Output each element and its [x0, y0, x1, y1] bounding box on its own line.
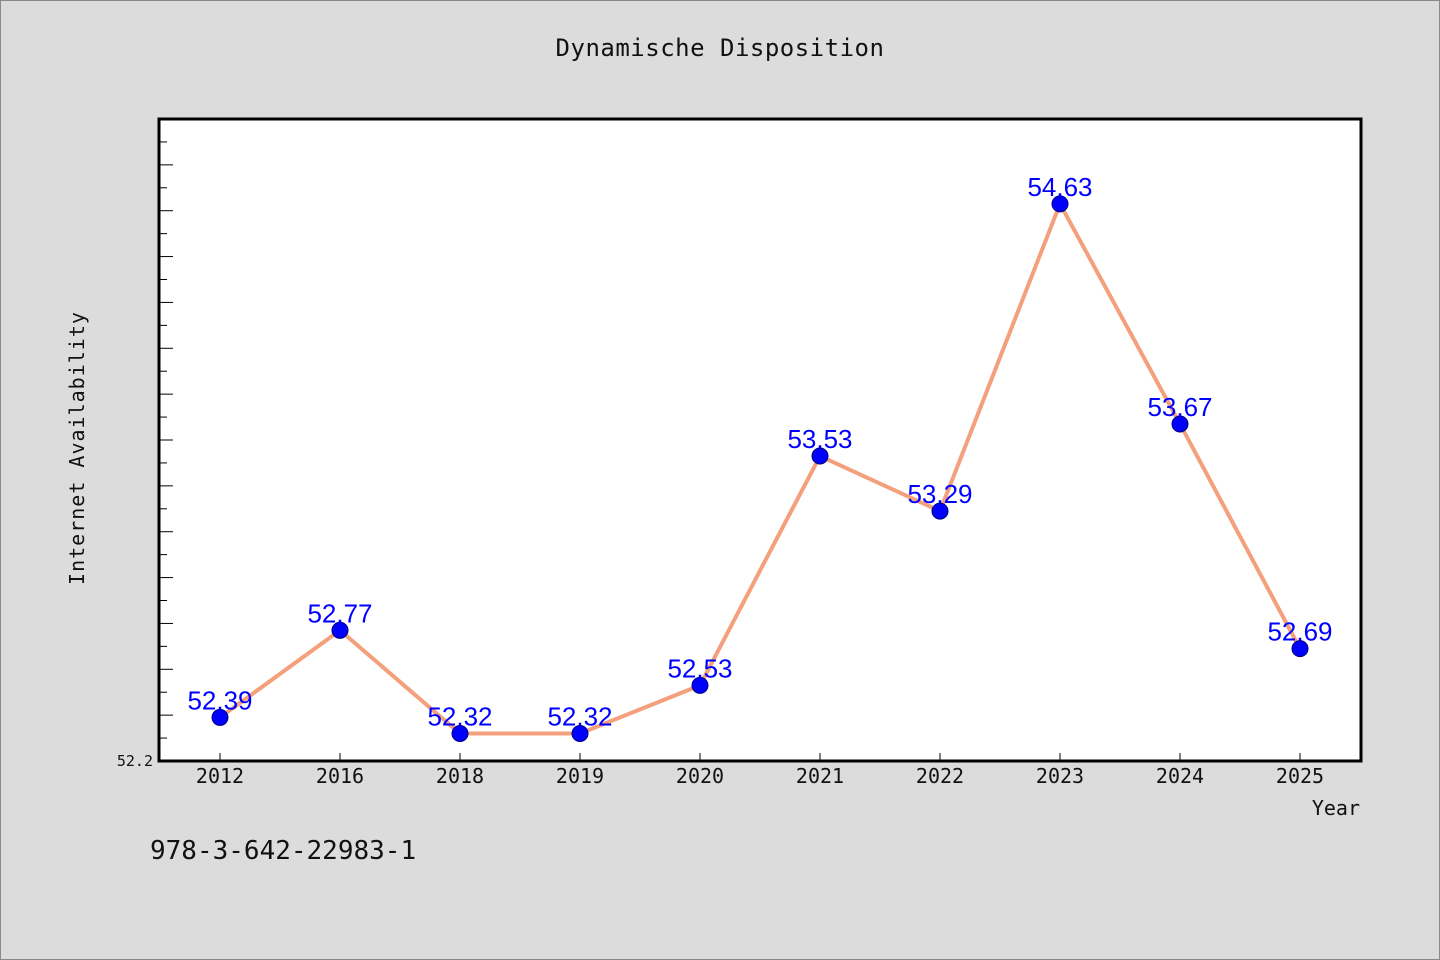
x-tick-label: 2018 — [436, 764, 484, 788]
x-tick-label: 2021 — [796, 764, 844, 788]
x-tick-label: 2020 — [676, 764, 724, 788]
data-point — [1171, 415, 1189, 433]
plot-area — [157, 117, 1363, 763]
data-markers — [211, 195, 1309, 742]
x-tick-label: 2024 — [1156, 764, 1204, 788]
y-tick-label: 52.2 — [117, 752, 153, 770]
data-point — [451, 724, 469, 742]
x-tick-label: 2012 — [196, 764, 244, 788]
data-label: 53.53 — [787, 424, 852, 454]
x-tick-label: 2023 — [1036, 764, 1084, 788]
x-axis-label: Year — [1311, 796, 1360, 820]
data-point — [691, 676, 709, 694]
series-line — [218, 201, 1302, 736]
data-label: 52.39 — [187, 685, 252, 715]
data-label: 53.67 — [1147, 392, 1212, 422]
data-point — [1051, 195, 1069, 213]
x-tick-label: 2019 — [556, 764, 604, 788]
data-label: 52.32 — [427, 701, 492, 731]
isbn-text: 978-3-642-22983-1 — [150, 836, 417, 866]
y-axis-ticks: 52.2 — [117, 141, 173, 770]
data-label: 54.63 — [1027, 172, 1092, 202]
x-tick-label: 2025 — [1276, 764, 1324, 788]
data-point — [571, 724, 589, 742]
data-label: 52.77 — [307, 598, 372, 628]
data-point — [931, 502, 949, 520]
data-point — [1291, 640, 1309, 658]
data-label: 52.32 — [547, 701, 612, 731]
data-label: 53.29 — [907, 479, 972, 509]
data-label: 52.69 — [1267, 617, 1332, 647]
data-labels: 52.39 52.77 52.32 52.32 52.53 53.53 53.29 54.63… — [187, 172, 1332, 732]
x-tick-label: 2022 — [916, 764, 964, 788]
x-tick-label: 2016 — [316, 764, 364, 788]
x-axis-ticks: 2012 2016 2018 2019 2020 2021 2022 2023 2024 2025 — [196, 753, 1324, 788]
chart-title: Dynamische Disposition — [555, 34, 885, 62]
data-point — [331, 621, 349, 639]
data-point — [211, 708, 229, 726]
data-label: 52.53 — [667, 653, 732, 683]
data-point — [811, 447, 829, 465]
